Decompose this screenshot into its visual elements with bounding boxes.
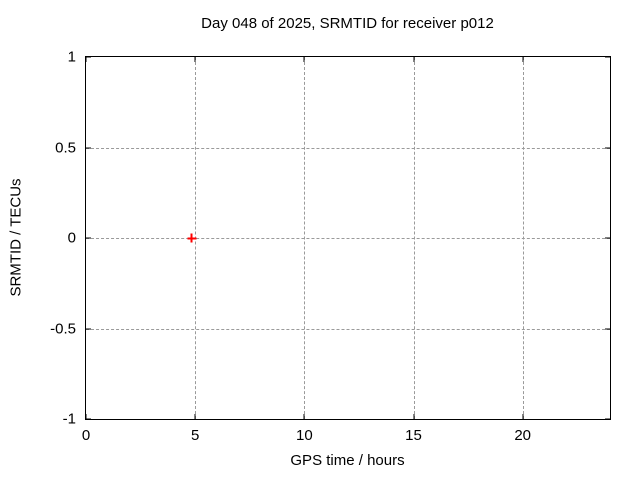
gridline-horizontal: [86, 328, 610, 330]
tick-mark-right: [605, 328, 610, 329]
tick-mark-bottom: [194, 414, 196, 419]
x-tick-label: 10: [295, 427, 313, 444]
tick-mark-left: [86, 418, 91, 420]
tick-mark-left: [86, 328, 91, 329]
tick-mark-right: [605, 56, 610, 58]
tick-mark-top: [85, 57, 87, 62]
marker-bar-vertical: [190, 233, 193, 243]
y-tick-label: -0.5: [50, 320, 76, 337]
y-axis-label: SRMTID / TECUs: [5, 56, 27, 418]
tick-mark-bottom: [522, 414, 524, 419]
tick-mark-top: [194, 57, 196, 62]
tick-mark-left: [86, 56, 91, 58]
tick-mark-bottom: [85, 414, 87, 419]
x-tick-label: 5: [190, 427, 200, 444]
tick-mark-right: [605, 237, 610, 239]
tick-mark-right: [605, 418, 610, 420]
x-tick-label: 15: [405, 427, 422, 444]
chart-title: Day 048 of 2025, SRMTID for receiver p01…: [201, 15, 494, 32]
tick-mark-top: [413, 57, 414, 62]
tick-mark-left: [86, 147, 91, 148]
gridline-horizontal: [86, 238, 610, 239]
tick-mark-bottom: [303, 414, 305, 419]
x-tick-label: 20: [514, 427, 531, 444]
y-tick-label: 1: [67, 48, 76, 66]
plot-area: 0 5 10 15 20 -1 -0.5 0 0.5 1: [50, 49, 611, 444]
data-point-marker: [187, 233, 197, 243]
tick-mark-top: [522, 57, 524, 62]
tick-mark-top: [303, 57, 305, 62]
x-axis-label: GPS time / hours: [290, 452, 405, 469]
tick-mark-right: [605, 147, 610, 148]
tick-mark-bottom: [413, 414, 414, 419]
y-axis-label-text: SRMTID / TECUs: [7, 177, 25, 297]
gridline-horizontal: [86, 147, 610, 149]
y-tick-label: 0.5: [55, 139, 76, 156]
y-tick-label: -1: [62, 410, 76, 428]
y-tick-label: 0: [67, 229, 76, 247]
tick-mark-left: [86, 237, 91, 239]
x-tick-label: 0: [81, 427, 91, 444]
